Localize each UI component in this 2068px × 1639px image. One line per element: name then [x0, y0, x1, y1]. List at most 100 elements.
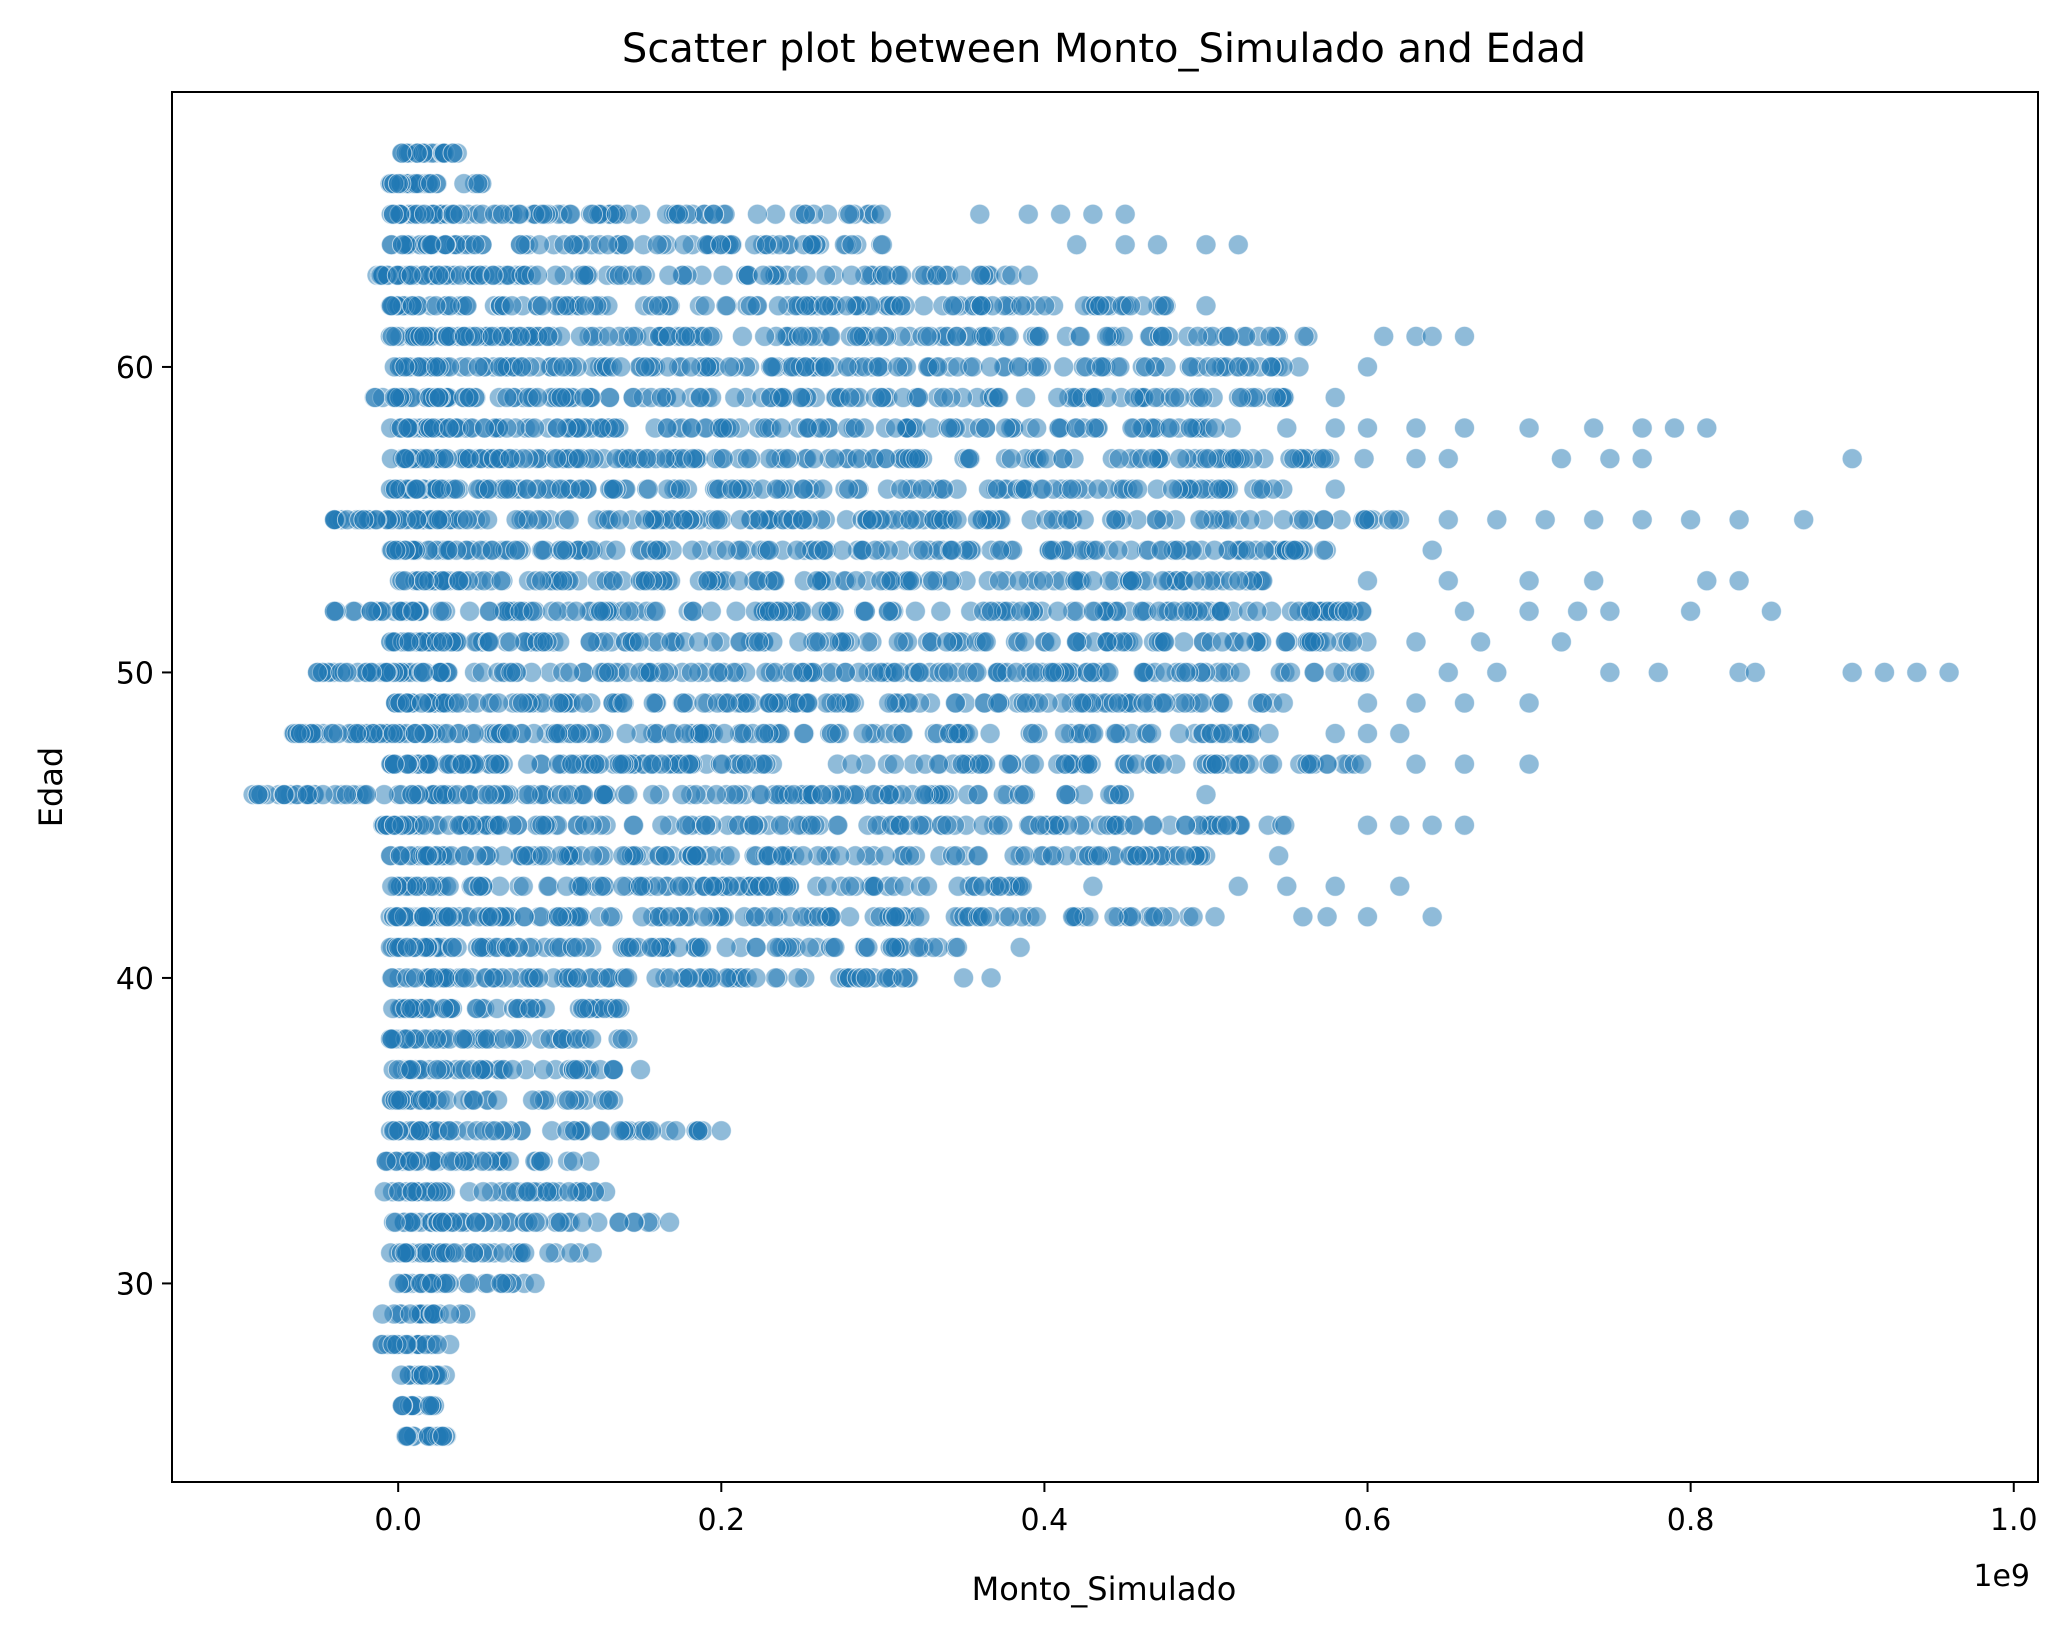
scatter-point	[933, 387, 954, 408]
scatter-point	[1153, 631, 1175, 653]
scatter-point	[1123, 387, 1145, 408]
scatter-point	[622, 387, 644, 408]
scatter-point	[678, 753, 700, 775]
scatter-point	[562, 234, 584, 256]
scatter-point	[1015, 692, 1037, 714]
scatter-point	[908, 936, 930, 958]
scatter-point	[1389, 875, 1411, 897]
scatter-point	[1259, 325, 1281, 347]
scatter-point	[483, 967, 505, 989]
scatter-point	[998, 325, 1020, 347]
scatter-point	[753, 723, 775, 744]
scatter-point	[569, 478, 591, 500]
scatter-point	[1218, 325, 1240, 347]
scatter-point	[1357, 417, 1378, 439]
scatter-point	[1728, 570, 1750, 592]
scatter-point	[537, 325, 559, 347]
scatter-point	[824, 936, 846, 958]
scatter-point	[517, 753, 539, 775]
scatter-point	[496, 478, 518, 500]
scatter-point	[743, 814, 765, 836]
scatter-point	[439, 1120, 460, 1142]
scatter-point	[979, 356, 1001, 378]
scatter-point	[561, 753, 583, 775]
scatter-point	[1147, 234, 1168, 256]
scatter-point	[674, 723, 696, 744]
scatter-point	[382, 723, 404, 744]
scatter-point	[630, 1059, 651, 1081]
scatter-point	[623, 325, 645, 347]
scatter-point	[1454, 417, 1475, 439]
scatter-point	[1169, 723, 1190, 744]
scatter-point	[1228, 570, 1250, 592]
scatter-point	[598, 325, 620, 347]
scatter-point	[816, 875, 838, 897]
scatter-point	[522, 1089, 544, 1111]
scatter-point	[1195, 784, 1217, 806]
scatter-point	[1874, 661, 1895, 683]
scatter-point	[787, 967, 809, 989]
scatter-point	[776, 875, 798, 897]
scatter-point	[1065, 631, 1087, 653]
scatter-point	[524, 1272, 546, 1294]
scatter-point	[909, 661, 931, 683]
scatter-point	[1405, 417, 1427, 439]
scatter-point	[687, 1120, 709, 1142]
scatter-point	[1470, 631, 1492, 653]
scatter-point	[959, 448, 980, 470]
scatter-point	[1728, 509, 1750, 531]
scatter-point	[945, 845, 967, 867]
scatter-point	[1151, 753, 1173, 775]
scatter-point	[668, 875, 690, 897]
scatter-point	[1082, 203, 1104, 225]
scatter-point	[989, 875, 1011, 897]
scatter-point	[1121, 570, 1143, 592]
scatter-point	[717, 692, 739, 714]
scatter-point	[791, 325, 813, 347]
scatter-point	[537, 875, 559, 897]
scatter-point	[612, 845, 634, 867]
scatter-point	[699, 325, 721, 347]
scatter-point	[605, 203, 627, 225]
scatter-point	[846, 325, 867, 347]
scatter-point	[608, 1211, 630, 1233]
scatter-point	[619, 936, 641, 958]
scatter-point	[426, 1334, 448, 1355]
scatter-point	[615, 723, 637, 744]
scatter-point	[1696, 417, 1718, 439]
scatter-point	[829, 845, 851, 867]
scatter-point	[880, 570, 902, 592]
scatter-point	[705, 784, 727, 806]
scatter-point	[372, 1303, 393, 1325]
scatter-point	[593, 784, 614, 806]
scatter-point	[247, 784, 269, 806]
scatter-point	[975, 417, 997, 439]
scatter-point	[1212, 692, 1234, 714]
scatter-point	[559, 661, 581, 683]
scatter-point	[1275, 631, 1297, 653]
scatter-point	[571, 1211, 593, 1233]
scatter-point	[400, 264, 422, 286]
scatter-point	[599, 387, 621, 408]
scatter-point	[574, 295, 595, 317]
scatter-point	[431, 600, 453, 622]
scatter-point	[1028, 325, 1050, 347]
scatter-point	[552, 356, 574, 378]
scatter-point	[1009, 936, 1031, 958]
scatter-point	[968, 753, 990, 775]
scatter-point	[1454, 753, 1475, 775]
scatter-point	[360, 600, 382, 622]
scatter-point	[492, 1242, 514, 1264]
scatter-point	[1211, 631, 1233, 653]
scatter-point	[634, 509, 656, 531]
scatter-point	[674, 325, 696, 347]
scatter-point	[381, 325, 403, 347]
scatter-point	[1389, 814, 1411, 836]
scatter-point	[394, 448, 416, 470]
scatter-point	[447, 692, 469, 714]
scatter-point	[786, 539, 808, 561]
scatter-point	[517, 1181, 539, 1203]
scatter-point	[1793, 509, 1815, 531]
scatter-point	[783, 784, 805, 806]
